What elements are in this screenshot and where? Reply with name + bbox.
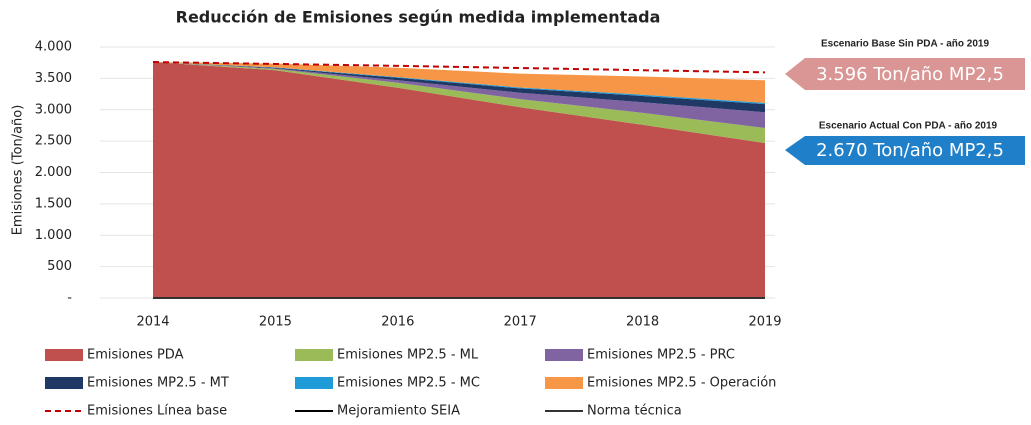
legend-label: Emisiones MP2.5 - Operación <box>587 376 776 391</box>
y-tick-label: 3.500 <box>35 71 72 86</box>
y-tick-label: 4.000 <box>35 40 72 55</box>
x-tick-label: 2016 <box>381 315 414 330</box>
legend-swatch <box>45 349 83 361</box>
area <box>153 62 765 113</box>
annotation-text: 2.670 Ton/año MP2,5 <box>816 140 1004 161</box>
legend-label: Mejoramiento SEIA <box>337 404 460 419</box>
x-tick-label: 2019 <box>748 315 781 330</box>
legend-label: Emisiones MP2.5 - MC <box>337 376 480 391</box>
y-tick-label: 1.500 <box>35 196 72 211</box>
y-axis-label: Emisiones (Ton/año) <box>11 105 26 236</box>
x-tick-label: 2015 <box>259 315 292 330</box>
x-tick-label: 2014 <box>136 315 169 330</box>
callout <box>785 58 1025 90</box>
legend-label: Norma técnica <box>587 404 682 419</box>
y-tick-label: 3.000 <box>35 102 72 117</box>
area <box>153 62 765 103</box>
annotation-text: 3.596 Ton/año MP2,5 <box>816 64 1004 85</box>
y-tick-label: 1.000 <box>35 228 72 243</box>
annotation-title: Escenario Actual Con PDA - año 2019 <box>819 121 998 132</box>
y-tick-label: 2.500 <box>35 134 72 149</box>
legend-swatch <box>545 349 583 361</box>
callout <box>785 136 1025 165</box>
x-tick-label: 2018 <box>626 315 659 330</box>
legend-label: Emisiones MP2.5 - ML <box>337 348 479 363</box>
y-tick-label: - <box>67 291 72 306</box>
legend-label: Emisiones MP2.5 - MT <box>87 376 229 391</box>
legend-swatch <box>295 349 333 361</box>
legend-label: Emisiones MP2.5 - PRC <box>587 348 735 363</box>
line <box>152 61 766 74</box>
annotation-title: Escenario Base Sin PDA - año 2019 <box>821 39 989 50</box>
y-tick-label: 500 <box>47 259 72 274</box>
legend-swatch <box>45 377 83 389</box>
legend-swatch <box>295 377 333 389</box>
legend-swatch <box>545 377 583 389</box>
area <box>153 62 765 299</box>
x-tick-label: 2017 <box>504 315 537 330</box>
y-tick-label: 2.000 <box>35 165 72 180</box>
legend-label: Emisiones PDA <box>87 348 184 363</box>
chart-title: Reducción de Emisiones según medida impl… <box>176 8 661 27</box>
legend-label: Emisiones Línea base <box>87 404 227 419</box>
area <box>153 62 765 105</box>
